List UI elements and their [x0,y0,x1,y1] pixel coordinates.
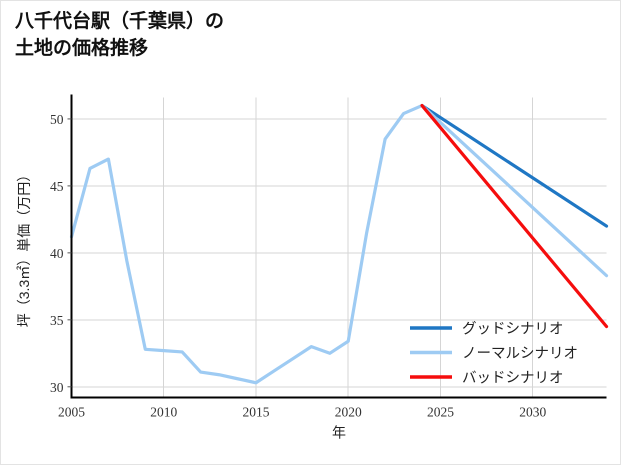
legend-label: バッドシナリオ [462,371,564,387]
x-axis-title: 年 [332,425,346,441]
series-line-2 [420,103,609,329]
x-tick-label: 2015 [242,405,269,420]
x-tick-label: 2025 [427,405,454,420]
axis-lines [70,94,607,399]
x-tick-label: 2010 [150,405,177,420]
series-line-1 [69,103,609,385]
legend-label: グッドシナリオ [462,321,564,338]
series-lines [69,103,609,385]
x-tick-label: 2030 [519,405,546,420]
y-tick-label: 45 [50,179,64,194]
y-tick-label: 50 [50,112,64,127]
x-tick-label: 2020 [335,405,362,420]
y-gridlines [71,118,607,388]
x-tick-labels: 2005 2010 2015 2020 2025 2030 [58,405,546,420]
series-line-0 [420,103,609,228]
x-tick-label: 2005 [58,405,85,420]
legend-label: ノーマルシナリオ [462,346,578,362]
y-tick-label: 35 [50,313,64,328]
page-title: 八千代台駅（千葉県）の 土地の価格推移 [15,11,225,59]
y-tick-label: 30 [50,380,64,395]
y-tick-label: 40 [50,246,64,261]
y-axis-title: 坪（3.3㎡）単価（万円） [16,168,32,327]
y-tick-labels: 30 35 40 45 50 [50,112,72,395]
